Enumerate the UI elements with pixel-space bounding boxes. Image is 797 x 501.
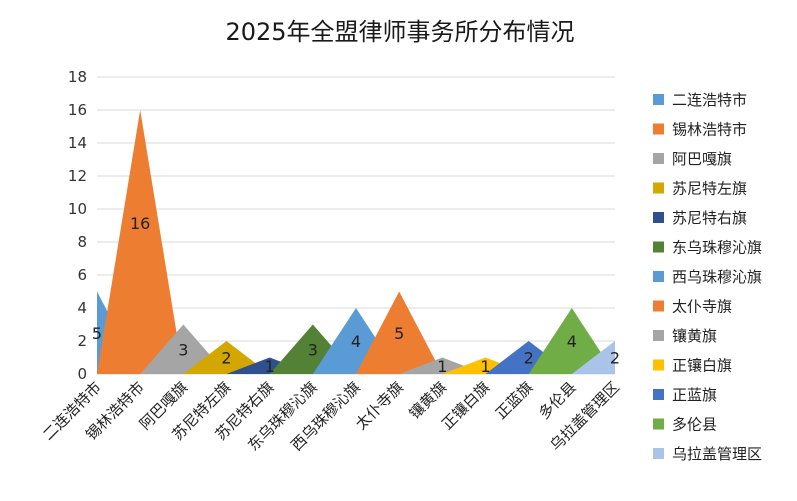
data-label: 1 xyxy=(480,357,490,376)
legend-swatch xyxy=(653,418,664,430)
legend-swatch xyxy=(653,123,664,135)
legend-label: 乌拉盖管理区 xyxy=(672,445,762,463)
chart-title: 2025年全盟律师事务所分布情况 xyxy=(225,18,574,46)
legend-label: 二连浩特市 xyxy=(672,91,747,109)
legend-label: 东乌珠穆沁旗 xyxy=(672,239,762,257)
x-tick-label: 太仆寺旗 xyxy=(352,378,407,433)
legend-label: 锡林浩特市 xyxy=(672,121,747,139)
y-tick-label: 2 xyxy=(77,332,87,350)
x-tick-label: 正镶白旗 xyxy=(438,378,493,433)
data-label: 4 xyxy=(567,332,577,351)
data-label: 3 xyxy=(178,340,188,359)
legend-label: 正蓝旗 xyxy=(672,386,717,404)
y-tick-label: 16 xyxy=(68,101,87,119)
legend-swatch xyxy=(653,241,664,253)
legend-swatch xyxy=(653,330,664,341)
legend-swatch xyxy=(653,300,664,312)
legend-swatch xyxy=(653,212,664,223)
legend-swatch xyxy=(653,153,664,164)
data-label: 16 xyxy=(130,214,150,233)
y-tick-label: 14 xyxy=(68,134,87,152)
data-label: 1 xyxy=(437,357,447,376)
data-label: 2 xyxy=(221,349,231,368)
data-label: 3 xyxy=(308,340,318,359)
legend-swatch xyxy=(653,271,664,282)
legend-swatch xyxy=(653,182,664,194)
data-label: 4 xyxy=(351,332,361,351)
area-mark xyxy=(356,291,443,374)
data-label: 5 xyxy=(92,324,102,343)
legend-label: 正镶白旗 xyxy=(672,357,732,375)
legend-label: 镶黄旗 xyxy=(672,327,717,345)
x-axis: 二连浩特市锡林浩特市阿巴嘎旗苏尼特左旗苏尼特右旗东乌珠穆沁旗西乌珠穆沁旗太仆寺旗… xyxy=(39,378,623,454)
x-tick-label: 正蓝旗 xyxy=(492,378,537,423)
y-tick-label: 12 xyxy=(68,167,87,185)
y-tick-label: 0 xyxy=(77,365,87,383)
data-label: 2 xyxy=(524,349,534,368)
series-area xyxy=(97,110,615,374)
legend-label: 苏尼特左旗 xyxy=(672,180,747,198)
legend-swatch xyxy=(653,389,664,400)
legend-label: 西乌珠穆沁旗 xyxy=(672,268,762,286)
legend-label: 阿巴嘎旗 xyxy=(672,150,732,168)
y-tick-label: 18 xyxy=(68,68,87,86)
y-axis: 0 2 4 6 8 10 12 14 16 18 xyxy=(68,68,87,383)
legend-label: 多伦县 xyxy=(672,416,717,434)
data-label: 2 xyxy=(610,349,620,368)
legend-label: 太仆寺旗 xyxy=(672,298,732,316)
area-mark xyxy=(97,110,184,374)
legend-swatch xyxy=(653,359,664,371)
y-tick-label: 6 xyxy=(77,266,87,284)
y-tick-label: 4 xyxy=(77,299,87,317)
y-tick-label: 10 xyxy=(68,200,87,218)
legend: 二连浩特市锡林浩特市阿巴嘎旗苏尼特左旗苏尼特右旗东乌珠穆沁旗西乌珠穆沁旗太仆寺旗… xyxy=(653,91,762,463)
data-labels: 5 16 3 2 1 3 4 5 1 1 2 4 2 xyxy=(92,214,620,376)
data-label: 1 xyxy=(265,357,275,376)
y-tick-label: 8 xyxy=(77,233,87,251)
legend-swatch xyxy=(653,94,664,105)
area-mark xyxy=(571,341,615,374)
legend-label: 苏尼特右旗 xyxy=(672,209,747,227)
legend-swatch xyxy=(653,448,664,459)
data-label: 5 xyxy=(394,324,404,343)
